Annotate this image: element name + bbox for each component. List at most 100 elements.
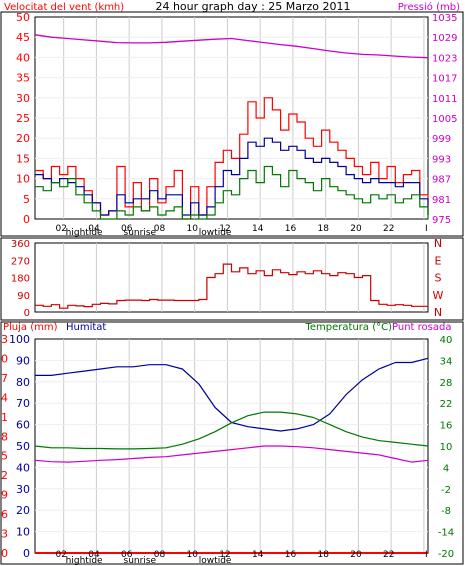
x-tick-label: 14 [252,224,264,234]
series-line-temperature-puntrosada [34,445,429,463]
left-tick-label: 40 [16,51,30,64]
temperature-tick-label: 28 [440,378,453,389]
x-tick-label: 08 [154,550,166,560]
x-tick-label: 10 [186,550,198,560]
x-tick-label: 16 [285,550,297,560]
panel-frame-rain [0,321,464,565]
x-tick-label: 22 [383,224,394,234]
series-line-temperature-temperaturac [34,411,429,450]
left-tick-label: 0 [23,213,30,226]
right-axis-title-pressure: Pressió (mb) [398,1,460,13]
temperature-tick-label: -14 [438,528,454,539]
rain-tick-label: 0 [1,547,8,560]
x-tick-label: 06 [121,550,133,560]
rain-tick-label: 9 [1,489,8,502]
left-tick-label: 45 [16,31,30,44]
x-tick-label: I [425,224,428,234]
temperature-tick-label: 4 [443,463,449,474]
temperature-tick-label: -8 [441,506,451,517]
x-tick-label: 20 [350,550,362,560]
temperature-tick-label: 40 [440,335,453,346]
x-event-label: lowtide [199,228,232,238]
x-tick-label: 04 [88,550,100,560]
humidity-tick-label: 60 [16,419,30,432]
right-tick-label: 981 [432,195,451,206]
temperature-tick-label: 16 [440,421,453,432]
right-tick-label: 975 [432,215,451,226]
right-tick-label: 987 [432,175,451,186]
left-tick-label: 10 [16,173,30,186]
x-tick-label: 12 [219,550,230,560]
right-tick-label: 999 [432,134,451,145]
axis-title-rain: Pluja (mm) [3,322,58,333]
humidity-tick-label: 50 [16,440,30,453]
direction-tick-label: 90 [17,291,30,302]
humidity-tick-label: 70 [16,397,30,410]
x-tick-label: 18 [317,550,329,560]
x-tick-label: 18 [317,224,329,234]
left-tick-label: 50 [16,11,30,24]
humidity-tick-label: 10 [16,526,30,539]
x-tick-label: I [425,550,428,560]
rain-tick-label: 30 [0,352,8,365]
x-tick-label: 20 [350,224,362,234]
temperature-tick-label: -2 [441,485,451,496]
panel-frame-wind [0,11,464,237]
panel-frame-direction [0,237,464,321]
chart-title: 24 hour graph day : 25 Marzo 2011 [155,0,350,13]
humidity-tick-label: 80 [16,376,30,389]
compass-label: S [435,272,442,285]
temperature-tick-label: 34 [440,356,453,367]
right-tick-label: 1029 [432,33,457,44]
left-tick-label: 15 [16,152,30,165]
temperature-tick-label: 22 [440,399,453,410]
humidity-tick-label: 90 [16,354,30,367]
x-tick-label: 08 [154,224,166,234]
rain-tick-label: 12 [0,469,8,482]
x-event-label: sunrise [124,556,157,566]
humidity-tick-label: 30 [16,483,30,496]
series-line-min [35,165,429,220]
direction-tick-label: 270 [11,256,30,267]
rain-tick-label: 18 [0,430,8,443]
left-tick-label: 20 [16,132,30,145]
series-line-avg [35,137,429,216]
x-event-label: lowtide [199,556,232,566]
right-tick-label: 1005 [432,114,457,125]
x-tick-label: 22 [383,550,394,560]
x-tick-label: 12 [219,224,230,234]
humidity-tick-label: 100 [9,333,30,346]
x-tick-label: 10 [186,224,198,234]
rain-tick-label: 6 [1,508,8,521]
left-tick-label: 25 [16,112,30,125]
humidity-tick-label: 40 [16,461,30,474]
x-tick-label: 02 [55,224,66,234]
rain-tick-label: 27 [0,372,8,385]
x-tick-label: 04 [88,224,100,234]
right-tick-label: 1035 [432,13,457,24]
rain-tick-label: 24 [0,391,8,404]
x-event-label: sunrise [124,228,157,238]
rain-tick-label: 15 [0,450,8,463]
direction-tick-label: 0 [24,308,30,319]
left-tick-label: 5 [23,193,30,206]
rain-tick-label: 33 [0,333,8,346]
right-tick-label: 1023 [432,53,457,64]
compass-label: E [435,254,442,267]
compass-label: N [434,237,442,250]
right-tick-label: 1017 [432,74,457,85]
x-tick-label: 14 [252,550,264,560]
compass-label: W [433,289,444,302]
direction-tick-label: 360 [11,239,30,250]
axis-title-humidity: Humitat [66,322,106,333]
left-tick-label: 35 [16,72,30,85]
left-tick-label: 30 [16,92,30,105]
axis-title-dewpoint: Punt rosada [392,322,451,333]
humidity-tick-label: 0 [23,547,30,560]
x-event-label: hightide [66,556,103,566]
plot-area-direction [34,242,429,313]
compass-label: N [434,306,442,319]
right-tick-label: 993 [432,154,451,165]
